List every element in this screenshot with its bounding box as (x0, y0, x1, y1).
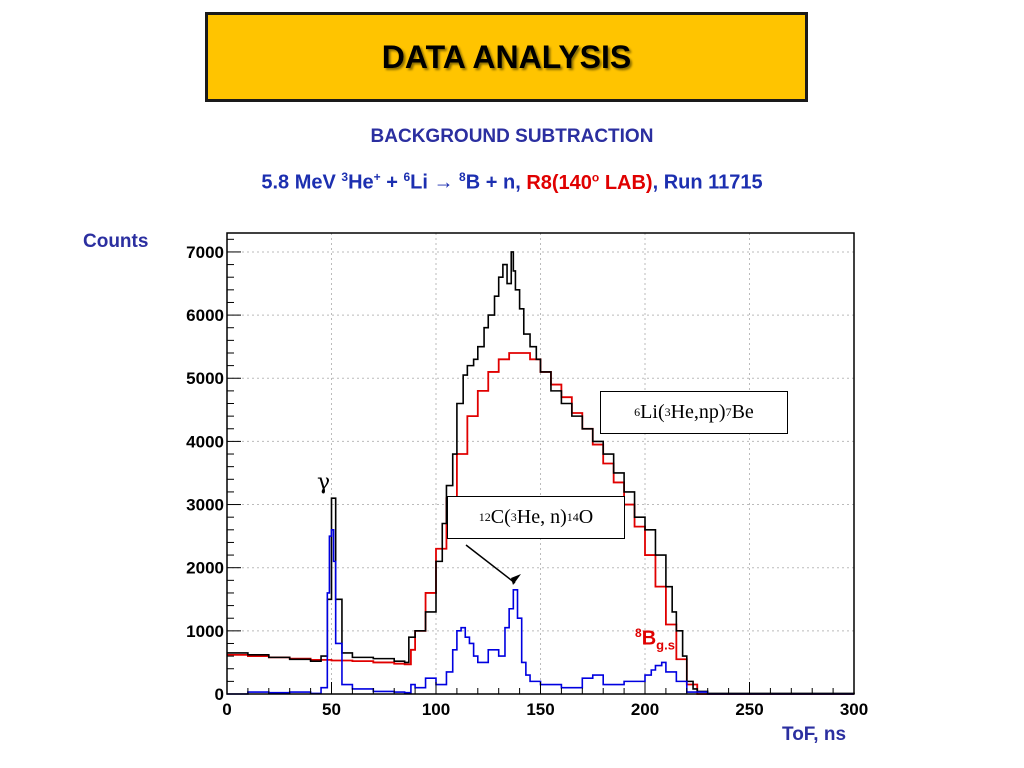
series-fit (227, 352, 854, 695)
he-mass: 3 (341, 170, 349, 184)
y-tick-label: 3000 (186, 496, 224, 515)
li-symbol: Li (410, 171, 434, 194)
axis-ticks: 0 50 100 150 200 250 3000100020003000400050006… (186, 238, 868, 719)
x-tick-label: 200 (631, 700, 659, 719)
y-tick-label: 4000 (186, 432, 224, 451)
li-mass: 6 (403, 170, 411, 184)
beam-energy: 5.8 MeV (261, 171, 342, 194)
y-axis-label: Counts (83, 231, 149, 252)
arrow-icon: → (433, 171, 454, 194)
li-reaction-annotation: 6 Li(3 He,np) 7 Be (600, 391, 788, 434)
y-tick-label: 0 (215, 685, 224, 704)
reaction-line: 5.8 MeV 3He+ + 6Li → 8B + n, R8(140o LAB… (0, 170, 1024, 195)
b-mass: 8 (459, 170, 466, 184)
c-reaction-annotation: 12 C(3 He, n) 14 O (447, 496, 625, 539)
y-tick-label: 2000 (186, 559, 224, 578)
y-tick-label: 6000 (186, 306, 224, 325)
he-symbol: He (348, 171, 374, 194)
c12-arrow-line (465, 544, 516, 584)
detector-label: R8(140o LAB) (526, 170, 653, 194)
x-axis-label: ToF, ns (782, 724, 847, 745)
x-tick-label: 250 (735, 700, 763, 719)
he-charge: + (373, 170, 381, 184)
series-raw (227, 251, 855, 695)
x-tick-label: 300 (840, 700, 868, 719)
series-group (227, 251, 855, 695)
x-tick-label: 50 (322, 700, 341, 719)
b-products: B + n, (465, 171, 527, 194)
grid-lines (227, 233, 854, 694)
x-tick-label: 0 (222, 700, 231, 719)
series-subtracted (227, 529, 854, 695)
b8-ground-state-label: 8Bg.s (635, 626, 675, 653)
run-number: , Run 11715 (652, 171, 763, 194)
page-title: DATA ANALYSIS (381, 38, 632, 75)
section-subtitle: BACKGROUND SUBTRACTION (370, 126, 654, 147)
plus-sign: + (380, 171, 404, 194)
x-tick-label: 150 (526, 700, 554, 719)
gamma-peak-label: γ (317, 470, 331, 495)
c12-arrow-head (511, 574, 521, 585)
title-banner: DATA ANALYSIS (205, 12, 808, 102)
y-tick-label: 7000 (186, 243, 224, 262)
y-tick-label: 5000 (186, 369, 224, 388)
x-tick-label: 100 (422, 700, 450, 719)
y-tick-label: 1000 (186, 622, 224, 641)
